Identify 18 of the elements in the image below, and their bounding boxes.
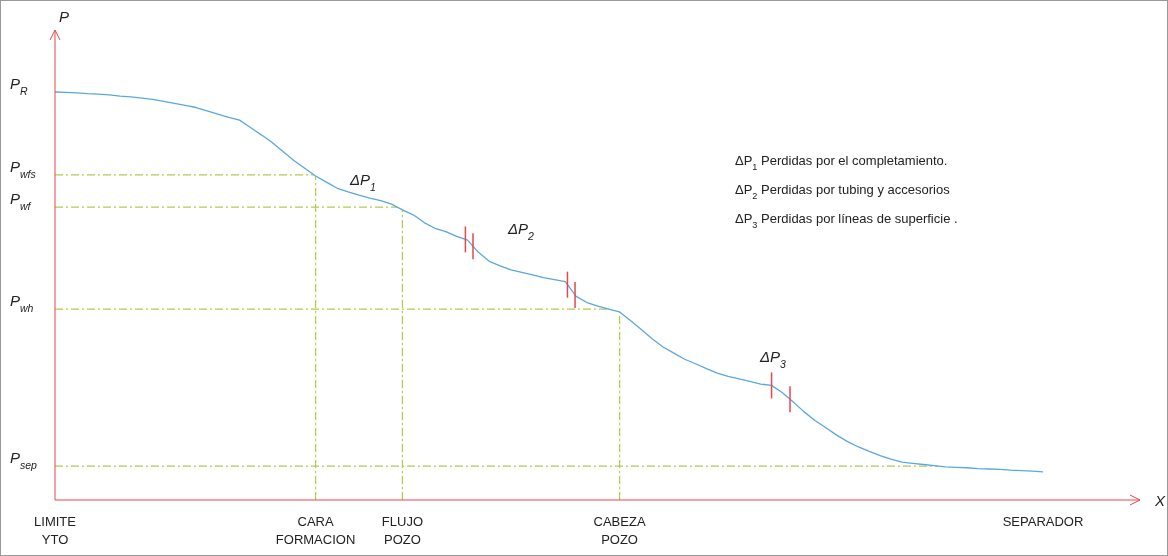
x-tick-label: CABEZA POZO	[593, 514, 646, 547]
x-tick-label: FLUJO POZO	[381, 514, 424, 547]
annotation: P$_{R}$	[10, 75, 29, 97]
ref-line-label: P$_{wfs}$	[10, 157, 37, 180]
annotation: ΔP$_{1}$	[349, 171, 376, 193]
annotation: ΔP$_{2}$	[507, 220, 535, 242]
x-tick-label: LIMITE YTO	[34, 514, 77, 547]
annotation: ΔP$_{1}$ Perdidas por el completamiento.	[735, 153, 948, 172]
ref-line-label: P$_{wf}$	[10, 190, 32, 213]
y-axis-title: P	[59, 8, 70, 25]
ref-line-label: P$_{sep}$	[10, 449, 38, 472]
annotation: ΔP$_{3}$	[759, 348, 787, 370]
x-tick-label: SEPARADOR	[1002, 514, 1084, 529]
annotation: ΔP$_{2}$ Perdidas por tubing y accesorios	[735, 182, 951, 201]
x-tick-label: CARA FORMACION	[275, 514, 356, 547]
annotation: ΔP$_{3}$ Perdidas por líneas de superficie .	[735, 211, 958, 230]
ref-line-label: P$_{wh}$	[10, 292, 34, 315]
x-axis-title: X	[1154, 492, 1166, 509]
